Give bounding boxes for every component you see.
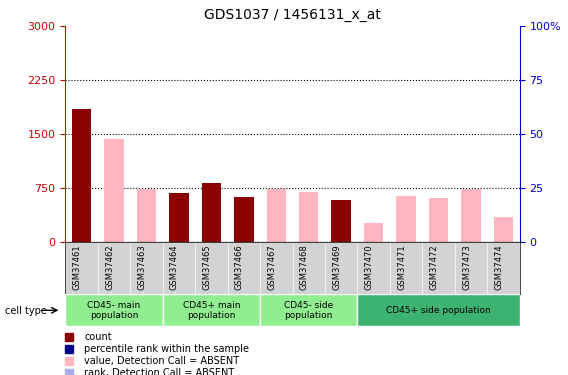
Bar [260, 294, 357, 326]
Text: count: count [84, 332, 112, 342]
Bar [162, 294, 260, 326]
Text: GSM37461: GSM37461 [73, 244, 82, 290]
Text: GSM37468: GSM37468 [300, 244, 309, 290]
Bar [137, 189, 156, 242]
Text: GSM37464: GSM37464 [170, 244, 179, 290]
Text: GSM37463: GSM37463 [137, 244, 147, 290]
Title: GDS1037 / 1456131_x_at: GDS1037 / 1456131_x_at [204, 9, 381, 22]
Text: GSM37470: GSM37470 [365, 244, 374, 290]
Bar [65, 294, 162, 326]
Bar [299, 192, 319, 242]
Text: CD45- main
population: CD45- main population [87, 301, 141, 320]
Text: rank, Detection Call = ABSENT: rank, Detection Call = ABSENT [84, 368, 235, 375]
Text: CD45- side
population: CD45- side population [284, 301, 333, 320]
Bar [332, 200, 351, 242]
Bar [357, 294, 520, 326]
Bar [461, 189, 481, 242]
Bar [169, 193, 189, 242]
Text: percentile rank within the sample: percentile rank within the sample [84, 344, 249, 354]
Bar [234, 197, 253, 242]
Text: value, Detection Call = ABSENT: value, Detection Call = ABSENT [84, 356, 240, 366]
Bar [105, 139, 124, 242]
Bar [202, 183, 221, 242]
Text: GSM37469: GSM37469 [332, 244, 341, 290]
Text: GSM37465: GSM37465 [202, 244, 211, 290]
Bar [429, 198, 448, 242]
Text: CD45+ side population: CD45+ side population [386, 306, 491, 315]
Text: CD45+ main
population: CD45+ main population [183, 301, 240, 320]
Text: GSM37473: GSM37473 [462, 244, 471, 290]
Bar [396, 196, 416, 242]
Text: GSM37471: GSM37471 [397, 244, 406, 290]
Bar [266, 189, 286, 242]
Bar [72, 109, 91, 242]
Text: cell type: cell type [5, 306, 47, 315]
Text: GSM37472: GSM37472 [429, 244, 438, 290]
Text: GSM37466: GSM37466 [235, 244, 244, 290]
Text: GSM37462: GSM37462 [105, 244, 114, 290]
Text: GSM37474: GSM37474 [495, 244, 503, 290]
Bar [494, 217, 513, 242]
Bar [364, 223, 383, 242]
Text: GSM37467: GSM37467 [268, 244, 276, 290]
